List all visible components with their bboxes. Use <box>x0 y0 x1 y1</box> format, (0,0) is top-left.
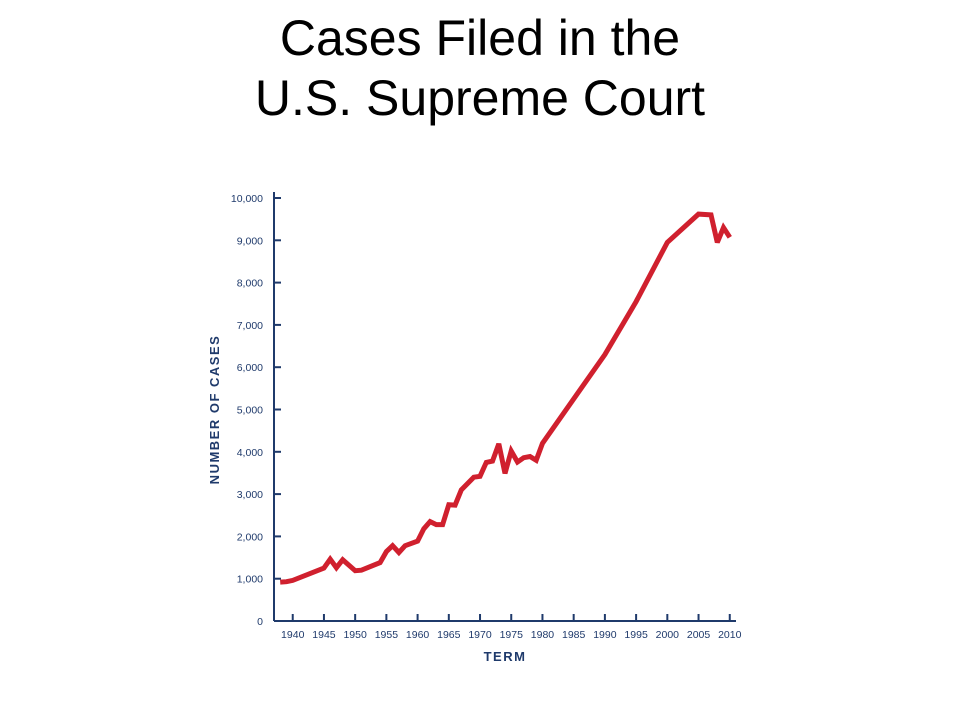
chart-title-line-2: U.S. Supreme Court <box>254 70 706 126</box>
y-tick-label: 1,000 <box>237 574 263 586</box>
x-tick-label: 2005 <box>687 629 711 641</box>
y-tick-label: 4,000 <box>237 447 263 459</box>
y-tick-label: 10,000 <box>231 193 263 205</box>
x-tick-label: 1940 <box>281 629 305 641</box>
y-tick-label: 8,000 <box>237 278 263 290</box>
y-tick-label: 5,000 <box>237 405 263 417</box>
x-axis-label: TERM <box>484 649 527 664</box>
x-tick-label: 2010 <box>718 629 742 641</box>
chart-axes <box>273 192 736 622</box>
x-tick-label: 1960 <box>406 629 430 641</box>
y-tick-label: 2,000 <box>237 531 263 543</box>
y-axis-label: NUMBER OF CASES <box>207 335 222 485</box>
series-line <box>280 211 732 585</box>
y-tick-label: 0 <box>257 616 263 628</box>
x-tick-label: 1945 <box>312 629 336 641</box>
chart-title-line-1: Cases Filed in the <box>279 10 681 66</box>
y-tick-label: 6,000 <box>237 362 263 374</box>
x-tick-label: 1990 <box>593 629 617 641</box>
y-tick-label: 9,000 <box>237 235 263 247</box>
x-tick-label: 1950 <box>343 629 367 641</box>
x-tick-label: 1965 <box>437 629 461 641</box>
chart-series <box>280 211 732 585</box>
y-tick-label: 7,000 <box>237 320 263 332</box>
x-tick-label: 1955 <box>375 629 399 641</box>
chart-ticks: 0 1,000 2,000 3,000 4,000 5,000 6,000 7,000 8,00… <box>231 193 742 641</box>
x-tick-label: 1970 <box>468 629 492 641</box>
x-tick-label: 1995 <box>624 629 648 641</box>
x-tick-label: 1975 <box>500 629 524 641</box>
x-tick-label: 1980 <box>531 629 555 641</box>
x-tick-label: 1985 <box>562 629 586 641</box>
x-tick-label: 2000 <box>656 629 680 641</box>
y-tick-label: 3,000 <box>237 489 263 501</box>
chart-title: Cases Filed in the U.S. Supreme Court <box>0 8 960 128</box>
